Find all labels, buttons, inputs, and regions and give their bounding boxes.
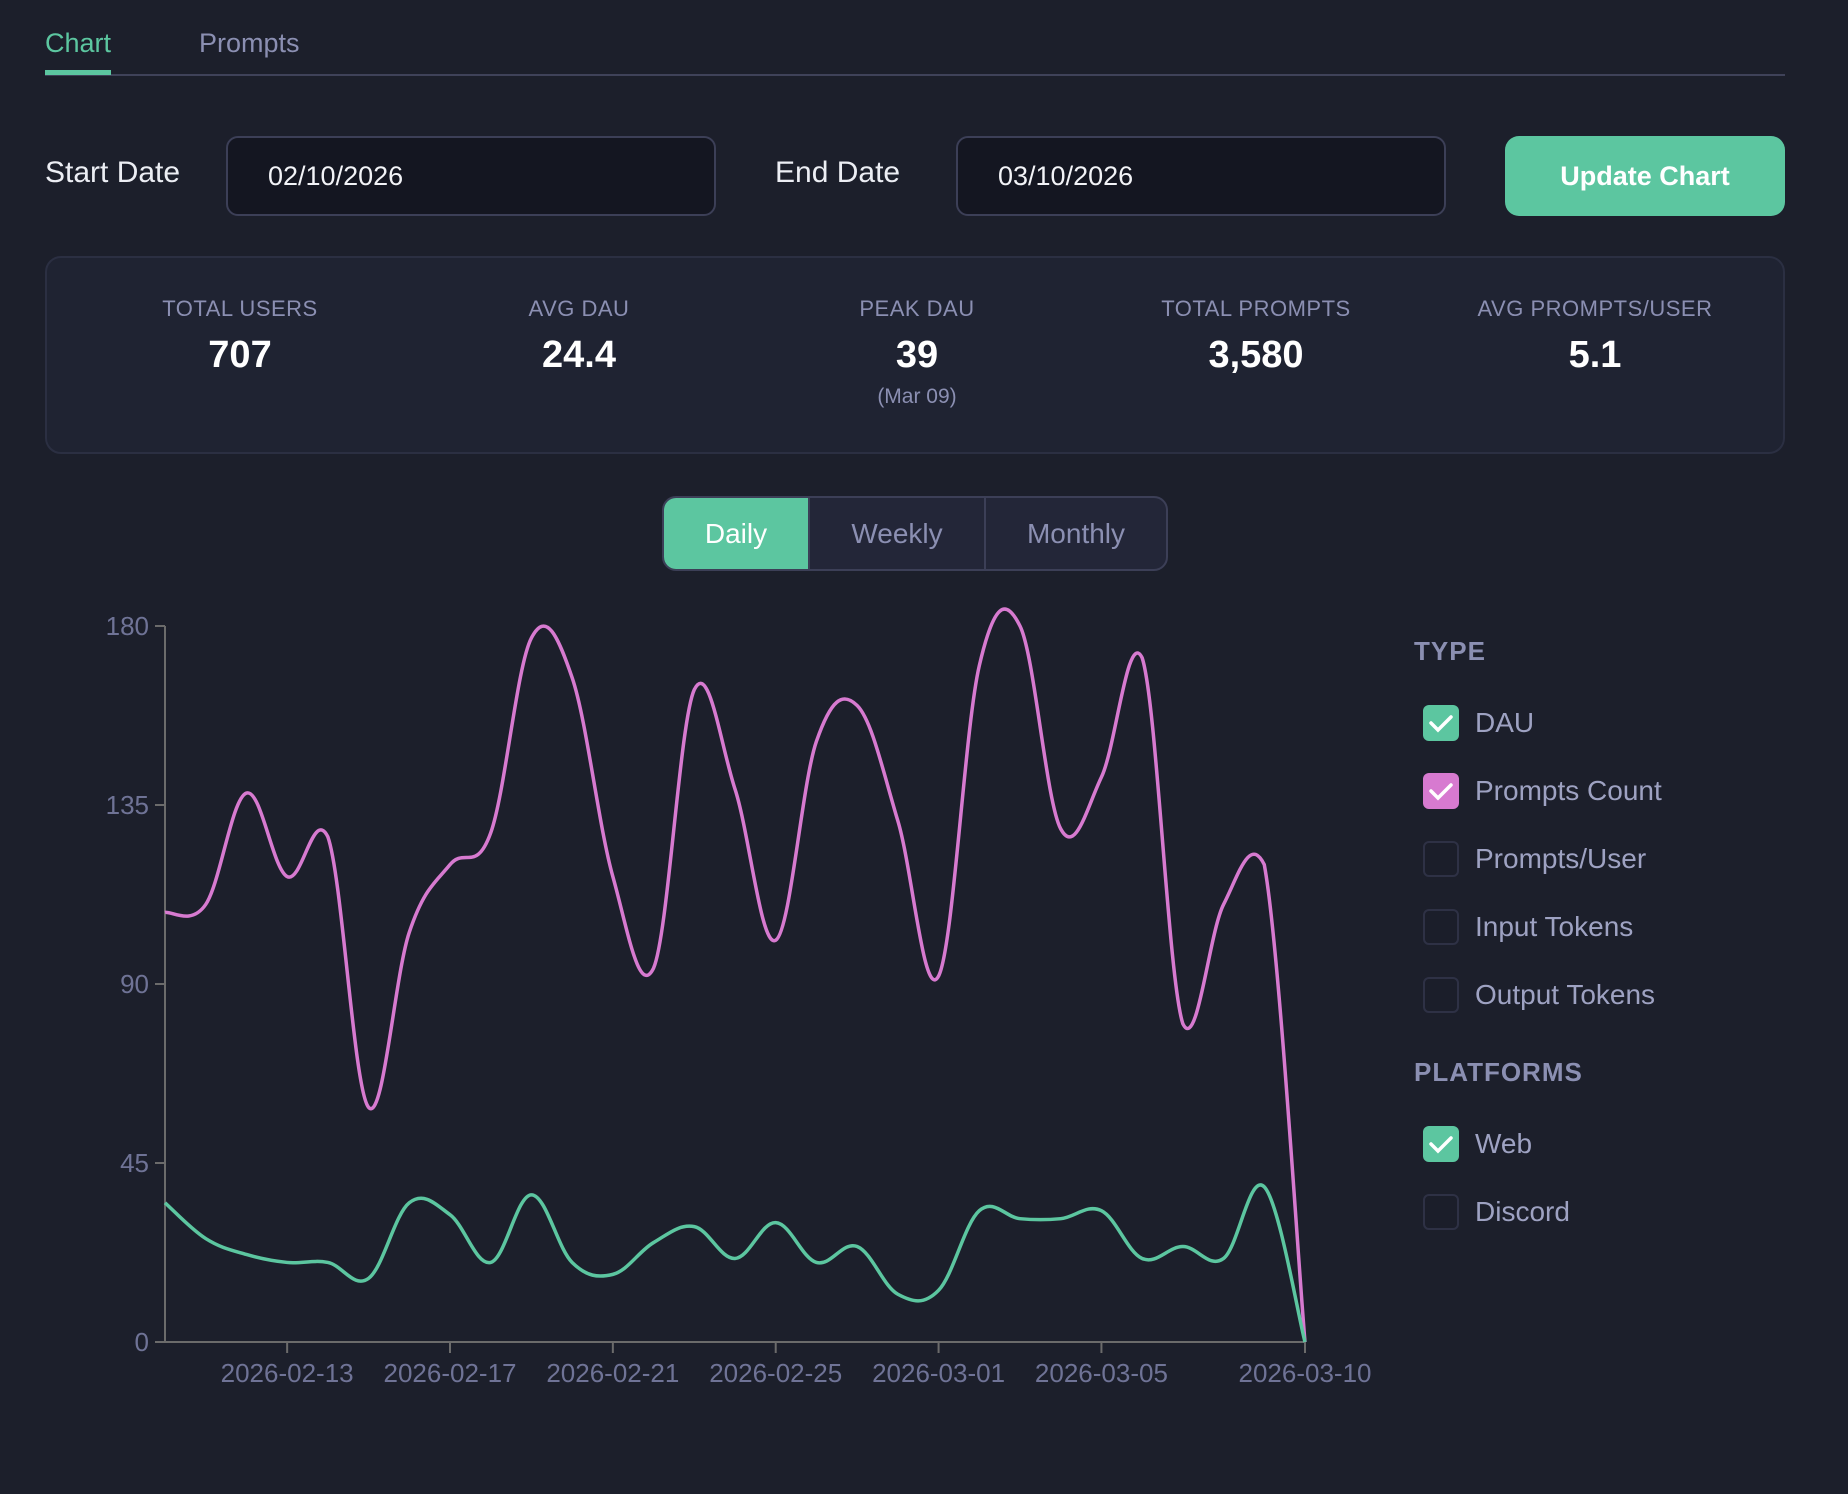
platforms-heading: PLATFORMS [1414, 1057, 1583, 1087]
granularity-weekly-button[interactable]: Weekly [808, 498, 984, 569]
stats-panel: TOTAL USERS 707 AVG DAU 24.4 PEAK DAU 39… [45, 256, 1785, 454]
legend-label: Discord [1475, 1196, 1570, 1227]
legend-label: Input Tokens [1475, 911, 1634, 942]
stat-peak-date: (Mar 09) [877, 385, 957, 408]
checkmark-icon [1429, 715, 1453, 733]
checkmark-icon [1429, 783, 1453, 801]
stat-label: AVG DAU [528, 296, 630, 321]
checkbox-unchecked[interactable] [1423, 977, 1459, 1013]
legend-label: Web [1475, 1128, 1533, 1159]
granularity-toggle: Daily Weekly Monthly [662, 496, 1168, 571]
y-tick-label: 90 [120, 969, 149, 999]
legend-label: Output Tokens [1475, 979, 1656, 1010]
legend-label: Prompts Count [1475, 775, 1662, 806]
type-toggle-input-tokens[interactable]: Input Tokens [1414, 893, 1662, 961]
stat-avg-dau: AVG DAU 24.4 [409, 296, 749, 377]
type-toggle-output-tokens[interactable]: Output Tokens [1414, 961, 1662, 1029]
series-line-dau [163, 1183, 1307, 1343]
stat-value: 3,580 [1208, 334, 1304, 376]
checkbox-unchecked[interactable] [1423, 1194, 1459, 1230]
x-tick-label: 2026-02-17 [384, 1358, 517, 1388]
checkbox-unchecked[interactable] [1423, 909, 1459, 945]
checkbox-unchecked[interactable] [1423, 841, 1459, 877]
series-layer [163, 607, 1307, 1343]
type-toggle-prompts-user[interactable]: Prompts/User [1414, 825, 1662, 893]
start-date-input[interactable] [226, 136, 716, 216]
update-chart-button[interactable]: Update Chart [1505, 136, 1785, 216]
x-tick-label: 2026-03-01 [872, 1358, 1005, 1388]
type-list: DAU Prompts Count Prompts/User Input Tokens… [1414, 689, 1662, 1029]
legend-label: DAU [1475, 707, 1535, 738]
stat-label: TOTAL USERS [162, 296, 318, 321]
x-axis: 2026-02-13 2026-02-17 2026-02-21 2026-02-25… [155, 1341, 1372, 1388]
legend-label: Prompts/User [1475, 843, 1647, 874]
start-date-label: Start Date [45, 156, 181, 189]
tab-bar: Chart Prompts [45, 0, 1785, 76]
y-tick-label: 135 [106, 790, 149, 820]
stat-value: 5.1 [1568, 334, 1622, 376]
tab-prompts[interactable]: Prompts [199, 28, 300, 58]
granularity-daily-button[interactable]: Daily [664, 498, 808, 569]
stat-label: TOTAL PROMPTS [1161, 296, 1351, 321]
stat-avg-prompts-per-user: AVG PROMPTS/USER 5.1 [1425, 296, 1765, 377]
checkbox-checked[interactable] [1423, 773, 1459, 809]
platform-toggle-web[interactable]: Web [1414, 1110, 1662, 1178]
platform-toggle-discord[interactable]: Discord [1414, 1178, 1662, 1246]
type-heading: TYPE [1414, 636, 1486, 666]
stat-value: 707 [208, 334, 272, 376]
x-tick-label: 2026-03-05 [1035, 1358, 1168, 1388]
stat-peak-dau: PEAK DAU 39 (Mar 09) [747, 296, 1087, 409]
x-tick-label: 2026-02-13 [221, 1358, 354, 1388]
series-line-prompts-count [164, 607, 1307, 1343]
stat-value: 39 [895, 334, 939, 376]
platform-list: Web Discord [1414, 1110, 1662, 1246]
tab-chart[interactable]: Chart [45, 28, 112, 75]
checkbox-checked[interactable] [1423, 705, 1459, 741]
stat-label: PEAK DAU [859, 296, 975, 321]
x-tick-label: 2026-02-21 [546, 1358, 679, 1388]
stat-total-users: TOTAL USERS 707 [70, 296, 410, 377]
end-date-input[interactable] [956, 136, 1446, 216]
checkmark-icon [1429, 1136, 1453, 1154]
x-tick-label: 2026-03-10 [1239, 1358, 1372, 1388]
y-tick-label: 180 [106, 611, 149, 641]
type-toggle-prompts-count[interactable]: Prompts Count [1414, 757, 1662, 825]
y-tick-label: 45 [120, 1148, 149, 1178]
y-axis: 0 45 90 135 180 [106, 611, 166, 1357]
granularity-monthly-button[interactable]: Monthly [984, 498, 1166, 569]
end-date-label: End Date [775, 156, 901, 189]
stat-value: 24.4 [542, 334, 616, 376]
type-toggle-dau[interactable]: DAU [1414, 689, 1662, 757]
stat-label: AVG PROMPTS/USER [1477, 296, 1713, 321]
chart-legend: TYPE DAU Prompts Count Prompts/User Input T… [1414, 636, 1662, 1246]
x-tick-label: 2026-02-25 [709, 1358, 842, 1388]
stat-total-prompts: TOTAL PROMPTS 3,580 [1086, 296, 1426, 377]
checkbox-checked[interactable] [1423, 1126, 1459, 1162]
y-tick-label: 0 [135, 1327, 149, 1357]
